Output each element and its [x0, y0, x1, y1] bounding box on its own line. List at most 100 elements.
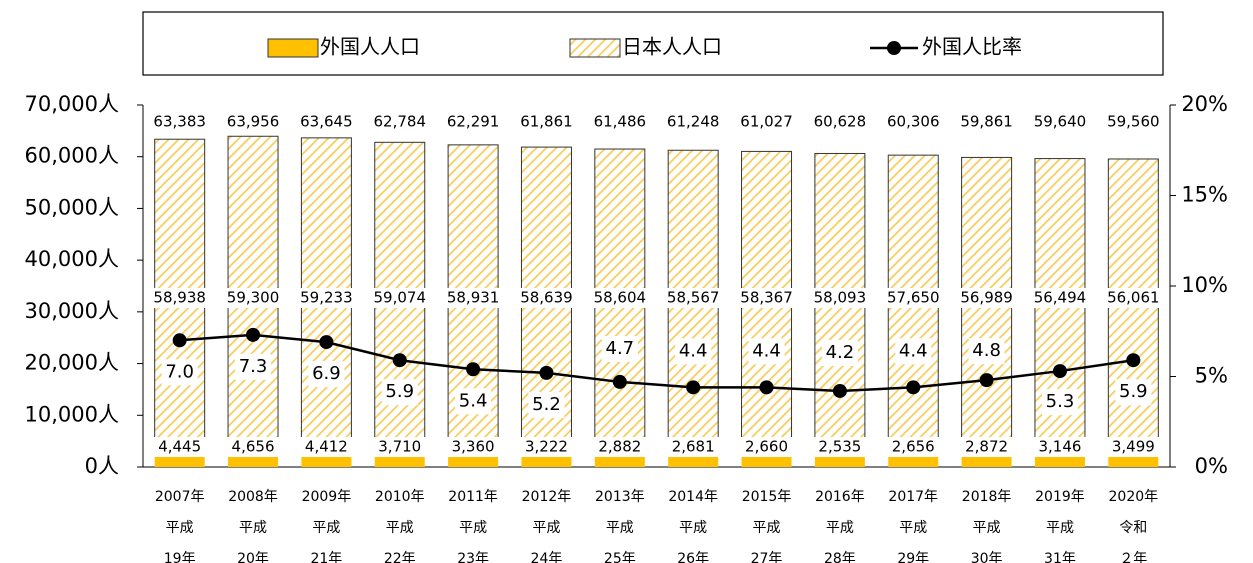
x-tick-label: 平成 [386, 520, 414, 536]
label-bg [739, 288, 794, 308]
y-tick-label: 70,000人 [25, 92, 119, 116]
label-bg [1106, 288, 1161, 308]
label-bg [161, 359, 198, 386]
data-label: 2,681 [672, 438, 715, 456]
x-tick-label: 2012年 [522, 489, 572, 505]
data-label: 3,146 [1038, 438, 1081, 456]
x-tick-label: 令和 [1119, 520, 1147, 536]
label-bg [299, 288, 354, 308]
x-tick-label: 平成 [166, 520, 194, 536]
y-tick-label: 30,000人 [25, 299, 119, 323]
y2-tick-label: 10% [1181, 273, 1228, 297]
total-label: 59,560 [1107, 113, 1160, 131]
label-bg [812, 437, 867, 457]
data-label: 4,656 [232, 438, 275, 456]
legend-swatch [267, 38, 319, 58]
x-tick-label: 2014年 [668, 489, 718, 505]
total-label: 63,956 [227, 113, 280, 131]
legend-swatch [569, 38, 621, 58]
x-tick-label: 平成 [753, 520, 781, 536]
label-bg [152, 288, 207, 308]
total-label: 63,645 [300, 113, 353, 131]
label-bg [666, 288, 721, 308]
ratio-point [612, 374, 627, 389]
total-label: 61,861 [520, 113, 573, 131]
x-tick-label: 26年 [677, 551, 709, 563]
ratio-label: 5.9 [1119, 381, 1148, 402]
total-label: 61,248 [667, 113, 720, 131]
y2-tick-label: 0% [1195, 454, 1228, 478]
y2-tick-label: 5% [1195, 364, 1228, 388]
label-bg [821, 339, 858, 366]
total-label: 61,486 [594, 113, 647, 131]
x-tick-label: 平成 [826, 520, 854, 536]
label-bg [372, 288, 427, 308]
label-bg [455, 388, 492, 415]
y2-tick-label: 15% [1181, 183, 1228, 207]
total-label: 59,861 [960, 113, 1013, 131]
x-tick-label: 19年 [164, 551, 196, 563]
x-tick-label: 30年 [971, 551, 1003, 563]
label-bg [299, 437, 354, 457]
x-tick-label: 27年 [751, 551, 783, 563]
ratio-label: 4.7 [606, 338, 635, 359]
ratio-label: 4.8 [972, 340, 1001, 361]
x-tick-label: 2009年 [302, 489, 352, 505]
label-bg [601, 335, 638, 362]
y-tick-label: 60,000人 [25, 144, 119, 168]
data-label: 57,650 [887, 289, 940, 307]
ratio-point [466, 362, 481, 377]
ratio-label: 4.4 [752, 340, 781, 361]
label-bg [528, 391, 565, 418]
x-tick-label: 2007年 [155, 489, 205, 505]
data-label: 56,989 [960, 289, 1013, 307]
ratio-point [319, 335, 334, 350]
ratio-label: 4.4 [899, 340, 928, 361]
x-tick-label: 2015年 [742, 489, 792, 505]
label-bg [1032, 288, 1087, 308]
ratio-point [539, 365, 554, 380]
label-bg [968, 338, 1005, 365]
ratio-label: 7.0 [165, 361, 194, 382]
label-bg [1032, 437, 1087, 457]
ratio-point [686, 380, 701, 395]
y-tick-label: 50,000人 [25, 195, 119, 219]
total-label: 61,027 [740, 113, 793, 131]
label-bg [959, 437, 1014, 457]
x-tick-label: 2020年 [1109, 489, 1159, 505]
label-bg [666, 437, 721, 457]
x-tick-label: 平成 [606, 520, 634, 536]
ratio-label: 5.2 [532, 394, 561, 415]
x-tick-label: 平成 [679, 520, 707, 536]
label-bg [895, 338, 932, 365]
x-tick-label: 20年 [237, 551, 269, 563]
total-label: 62,291 [447, 113, 500, 131]
ratio-point [246, 327, 261, 342]
label-bg [446, 288, 501, 308]
x-tick-label: 平成 [459, 520, 487, 536]
label-bg [381, 379, 418, 406]
label-bg [519, 437, 574, 457]
legend-dot [887, 41, 901, 55]
ratio-label: 4.2 [826, 342, 855, 363]
label-bg [1041, 389, 1078, 416]
data-label: 58,938 [153, 289, 206, 307]
ratio-label: 4.4 [679, 340, 708, 361]
data-label: 3,710 [378, 438, 421, 456]
ratio-label: 5.3 [1046, 391, 1075, 412]
label-bg [748, 338, 785, 365]
data-label: 58,604 [594, 289, 647, 307]
label-bg [886, 437, 941, 457]
label-bg [812, 288, 867, 308]
y-tick-label: 0人 [85, 454, 119, 478]
legend-label: 外国人人口 [320, 35, 420, 59]
ratio-label: 6.9 [312, 363, 341, 384]
label-bg [592, 288, 647, 308]
ratio-label: 5.9 [385, 381, 414, 402]
label-bg [675, 338, 712, 365]
x-tick-label: 2019年 [1035, 489, 1085, 505]
total-label: 59,640 [1034, 113, 1087, 131]
total-label: 60,306 [887, 113, 940, 131]
data-label: 58,567 [667, 289, 720, 307]
